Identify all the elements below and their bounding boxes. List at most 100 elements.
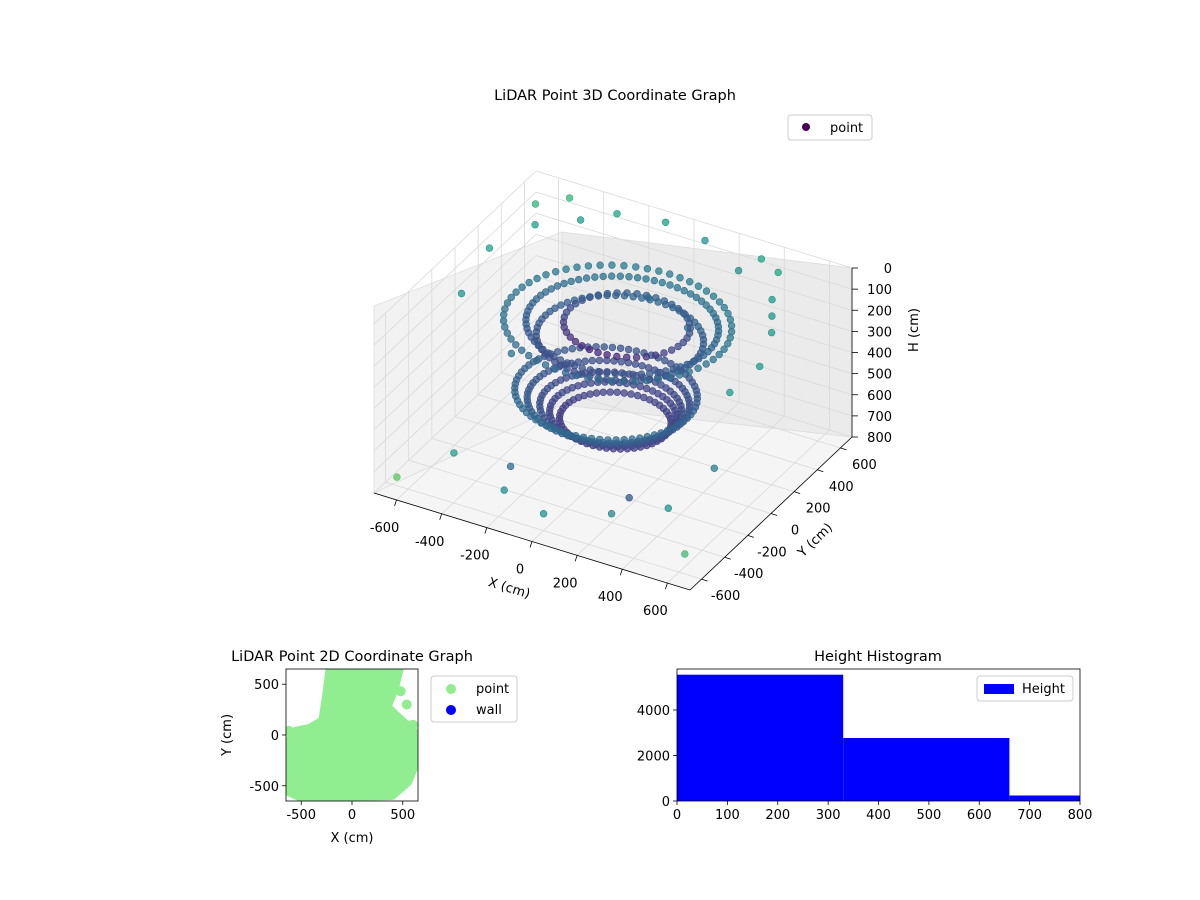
- data-point-2d: [393, 782, 404, 793]
- data-point-3d: [561, 346, 569, 354]
- data-point-3d: [581, 357, 589, 365]
- data-point-3d: [669, 365, 677, 373]
- data-point-3d: [613, 388, 621, 396]
- ticks-3d: -600 -400 -200 0 200 400 600 -600 -400 -200 0 200 40…: [370, 262, 892, 619]
- data-point-3d: [633, 391, 642, 400]
- legend-2d-marker-wall: [446, 705, 456, 715]
- data-point-3d: [500, 486, 508, 494]
- data-point-3d: [664, 504, 672, 512]
- data-point-3d: [568, 345, 576, 353]
- data-point-3d: [768, 295, 776, 304]
- y-tick-label-3d: -600: [711, 589, 741, 604]
- data-point-3d: [607, 510, 616, 518]
- data-point-3d: [507, 349, 516, 358]
- data-point-3d: [620, 262, 628, 270]
- data-point-3d: [551, 365, 559, 373]
- point-cloud-2d: [286, 669, 418, 801]
- data-point-3d: [506, 462, 515, 471]
- data-point-2d: [395, 686, 406, 697]
- y-tick-mark-3d: [817, 469, 824, 473]
- data-point-3d: [658, 278, 666, 287]
- data-point-3d: [556, 356, 564, 364]
- grid-z-left: [373, 339, 537, 494]
- data-point-3d: [663, 426, 672, 435]
- grid-3d: [373, 170, 853, 584]
- data-point-3d: [643, 265, 652, 273]
- data-point-3d: [619, 377, 627, 386]
- legend-3d-label: point: [830, 121, 863, 136]
- data-point-3d: [563, 359, 571, 367]
- data-point-3d: [620, 436, 628, 444]
- data-point-3d: [584, 262, 593, 270]
- data-point-3d: [541, 361, 550, 369]
- data-point-3d: [633, 274, 642, 282]
- data-point-3d: [595, 435, 604, 444]
- x-tick-label-3d: -400: [415, 535, 445, 550]
- y-tick-label-2d: 0: [271, 729, 279, 744]
- x-tick-label-3d: 200: [553, 576, 578, 591]
- x-tick-label-histogram: 400: [866, 808, 891, 823]
- data-point-3d: [654, 368, 662, 377]
- data-point-3d: [578, 364, 586, 372]
- data-point-3d: [715, 350, 723, 359]
- data-point-3d: [543, 422, 552, 430]
- data-point-3d: [726, 315, 735, 324]
- data-point-3d: [599, 272, 607, 281]
- z-axis-label-3d: H (cm): [907, 308, 922, 352]
- data-point-2d: [401, 772, 412, 783]
- data-point-3d: [715, 298, 724, 306]
- data-point-3d: [525, 278, 533, 287]
- x-axis-label-2d: X (cm): [331, 831, 374, 846]
- data-point-3d: [631, 360, 640, 368]
- x-tick-mark-3d: [394, 499, 397, 507]
- data-point-2d: [387, 679, 398, 690]
- legend-3d-marker: [802, 123, 810, 131]
- data-point-3d: [393, 473, 401, 481]
- pane-back: [561, 231, 853, 438]
- data-point-3d: [500, 311, 508, 319]
- legend-histogram-swatch: [984, 684, 1014, 694]
- data-point-3d: [774, 268, 782, 277]
- data-point-2d: [286, 750, 297, 761]
- data-point-2d: [377, 669, 388, 677]
- data-point-3d: [642, 275, 650, 283]
- x-tick-label-histogram: 100: [715, 808, 740, 823]
- x-tick-mark-3d: [439, 513, 443, 520]
- legend-2d: point wall: [430, 675, 518, 723]
- x-tick-mark-3d: [665, 582, 668, 590]
- x-tick-label-histogram: 0: [673, 808, 681, 823]
- y-tick-label-3d: 400: [829, 480, 854, 495]
- data-point-3d: [578, 296, 586, 304]
- data-point-3d: [654, 375, 662, 384]
- data-point-3d: [675, 371, 684, 379]
- data-point-3d: [660, 349, 668, 357]
- data-point-3d: [501, 305, 509, 313]
- data-point-3d: [572, 371, 581, 380]
- data-point-3d: [524, 351, 533, 360]
- data-point-3d: [680, 287, 688, 295]
- data-point-2d: [331, 673, 342, 684]
- histogram-title: Height Histogram: [814, 649, 942, 665]
- y-tick-label-2d: 500: [254, 678, 279, 693]
- data-point-3d: [578, 342, 586, 350]
- data-point-3d: [689, 358, 697, 366]
- data-point-3d: [566, 333, 574, 341]
- data-point-3d: [636, 382, 644, 391]
- data-point-3d: [686, 290, 695, 298]
- data-point-2d: [286, 725, 294, 736]
- chart-2d-title: LiDAR Point 2D Coordinate Graph: [231, 649, 473, 665]
- data-point-3d: [642, 291, 651, 300]
- x-tick-mark-3d: [529, 541, 533, 548]
- data-point-3d: [702, 360, 710, 368]
- data-point-3d: [562, 328, 571, 336]
- grid-y-floor: [385, 481, 702, 580]
- data-point-3d: [683, 360, 691, 369]
- data-point-3d: [638, 362, 646, 370]
- grid-z-left: [373, 212, 537, 367]
- data-point-3d: [595, 356, 604, 365]
- data-point-3d: [533, 274, 541, 283]
- data-point-3d: [643, 433, 651, 441]
- data-point-3d: [591, 273, 599, 281]
- z-tick-label-3d: 800: [867, 431, 892, 446]
- data-point-3d: [679, 309, 688, 317]
